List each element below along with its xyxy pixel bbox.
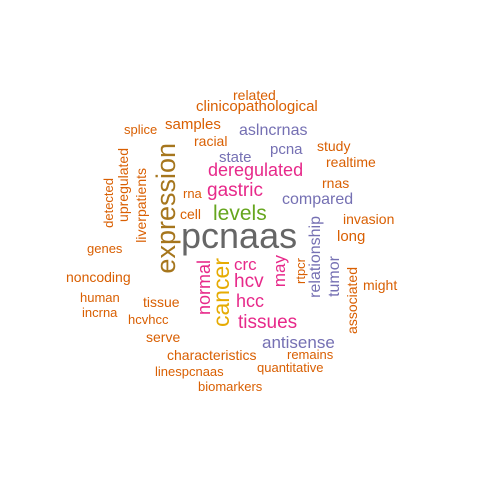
word-may: may: [270, 255, 289, 288]
word-quantitative: quantitative: [257, 360, 324, 375]
word-associated: associated: [344, 267, 360, 334]
word-might: might: [363, 277, 398, 293]
word-genes: genes: [87, 241, 123, 256]
word-upregulated: upregulated: [115, 148, 131, 222]
word-expression: expression: [151, 143, 181, 274]
word-gastric: gastric: [207, 180, 263, 201]
word-clinicopathological: clinicopathological: [196, 98, 318, 115]
word-tissue: tissue: [143, 294, 180, 310]
word-serve: serve: [146, 329, 181, 345]
word-biomarkers: biomarkers: [198, 379, 263, 394]
word-rnas: rnas: [322, 175, 350, 191]
word-related: related: [233, 87, 276, 103]
word-cell: cell: [180, 206, 202, 222]
word-state: state: [219, 149, 252, 166]
word-pcnaas: pcnaas: [181, 215, 298, 256]
word-rtpcr: rtpcr: [293, 258, 308, 284]
word-remains: remains: [287, 347, 334, 362]
word-antisense: antisense: [262, 333, 335, 352]
word-invasion: invasion: [343, 211, 395, 227]
word-liverpatients: liverpatients: [133, 168, 149, 243]
word-linespcnaas: linespcnaas: [155, 364, 224, 379]
word-aslncrnas: aslncrnas: [239, 122, 308, 139]
word-tissues: tissues: [238, 312, 298, 333]
word-noncoding: noncoding: [66, 269, 131, 285]
word-detected: detected: [101, 178, 116, 228]
word-crc: crc: [234, 255, 257, 274]
word-human: human: [80, 290, 120, 305]
word-long: long: [337, 228, 366, 245]
word-levels: levels: [213, 202, 267, 225]
word-incrna: incrna: [82, 305, 118, 320]
word-pcna: pcna: [270, 141, 303, 158]
word-tumor: tumor: [326, 256, 343, 297]
word-deregulated: deregulated: [208, 160, 304, 180]
word-compared: compared: [282, 191, 354, 208]
word-rna: rna: [183, 186, 202, 201]
word-study: study: [317, 138, 351, 154]
word-samples: samples: [165, 116, 221, 133]
word-hcc: hcc: [236, 291, 265, 311]
word-relationship: relationship: [307, 216, 324, 298]
word-normal: normal: [194, 260, 214, 316]
word-characteristics: characteristics: [167, 347, 257, 363]
word-splice: splice: [124, 122, 158, 137]
word-realtime: realtime: [326, 154, 376, 170]
word-hcvhcc: hcvhcc: [128, 312, 169, 327]
word-racial: racial: [194, 133, 228, 149]
word-hcv: hcv: [234, 271, 264, 292]
